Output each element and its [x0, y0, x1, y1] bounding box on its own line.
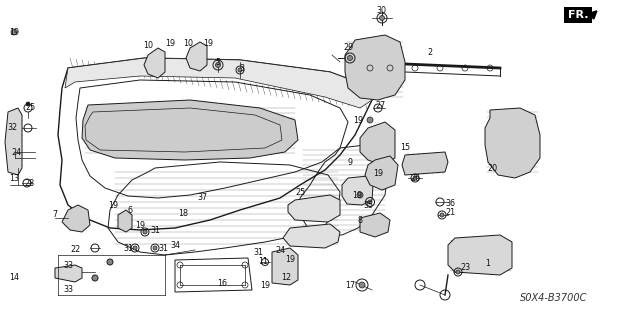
Text: 19: 19: [285, 255, 295, 265]
Text: 16: 16: [217, 278, 227, 287]
Text: 1: 1: [486, 259, 490, 268]
Text: 7: 7: [52, 210, 58, 219]
Text: S0X4-B3700C: S0X4-B3700C: [520, 293, 588, 303]
Polygon shape: [360, 213, 390, 237]
Polygon shape: [65, 58, 372, 108]
Polygon shape: [345, 35, 405, 100]
Circle shape: [92, 275, 98, 281]
Circle shape: [359, 282, 365, 288]
Circle shape: [456, 270, 460, 274]
Text: 10: 10: [183, 38, 193, 47]
Text: 19: 19: [203, 38, 213, 47]
Polygon shape: [144, 48, 165, 78]
Text: 24: 24: [275, 245, 285, 254]
Circle shape: [357, 192, 363, 198]
Circle shape: [107, 259, 113, 265]
Polygon shape: [283, 224, 340, 248]
Text: 31: 31: [150, 226, 160, 235]
Text: 19: 19: [373, 169, 383, 178]
Text: 20: 20: [487, 164, 497, 172]
Text: 36: 36: [445, 198, 455, 207]
Text: 21: 21: [445, 207, 455, 217]
Text: 19: 19: [108, 201, 118, 210]
Text: 29: 29: [343, 43, 353, 52]
Polygon shape: [288, 195, 340, 222]
Circle shape: [238, 68, 242, 72]
Text: 14: 14: [9, 274, 19, 283]
Text: 8: 8: [358, 215, 362, 225]
Text: 11: 11: [258, 258, 268, 267]
Text: 18: 18: [178, 209, 188, 218]
Text: 25: 25: [295, 188, 305, 196]
Text: 22: 22: [70, 244, 80, 253]
Text: 30: 30: [376, 5, 386, 14]
Text: 19: 19: [353, 116, 363, 124]
Circle shape: [11, 29, 17, 35]
Text: 6: 6: [127, 205, 132, 214]
Text: 35: 35: [363, 201, 373, 210]
Text: 28: 28: [24, 179, 34, 188]
Polygon shape: [5, 108, 22, 175]
Circle shape: [26, 102, 30, 106]
Polygon shape: [448, 235, 512, 275]
Polygon shape: [342, 176, 373, 205]
Text: 19: 19: [260, 281, 270, 290]
Polygon shape: [272, 248, 298, 285]
Text: 26: 26: [410, 173, 420, 182]
Text: 33: 33: [63, 260, 73, 269]
Polygon shape: [365, 156, 398, 190]
Text: 15: 15: [400, 142, 410, 151]
Polygon shape: [118, 210, 132, 232]
Circle shape: [133, 246, 137, 250]
Circle shape: [348, 55, 353, 60]
Text: 31: 31: [123, 244, 133, 252]
Text: 31: 31: [158, 244, 168, 252]
Circle shape: [216, 62, 221, 68]
Text: 17: 17: [345, 281, 355, 290]
Text: 31: 31: [253, 247, 263, 257]
Circle shape: [440, 213, 444, 217]
Text: 3: 3: [239, 63, 244, 73]
Circle shape: [143, 230, 147, 234]
Text: FR.: FR.: [568, 10, 588, 20]
Polygon shape: [82, 100, 298, 160]
Text: 34: 34: [170, 241, 180, 250]
Circle shape: [413, 176, 417, 180]
Text: 27: 27: [375, 100, 385, 109]
Text: 24: 24: [11, 148, 21, 156]
Circle shape: [380, 15, 385, 20]
Text: 19: 19: [352, 190, 362, 199]
Text: 10: 10: [143, 41, 153, 50]
Text: 2: 2: [428, 47, 433, 57]
Text: 25: 25: [25, 102, 35, 111]
Text: 12: 12: [281, 274, 291, 283]
Polygon shape: [402, 152, 448, 175]
Text: 32: 32: [7, 123, 17, 132]
Circle shape: [368, 200, 372, 204]
Polygon shape: [485, 108, 540, 178]
Text: 37: 37: [197, 193, 207, 202]
Text: 33: 33: [63, 285, 73, 294]
Circle shape: [153, 246, 157, 250]
Text: 19: 19: [165, 38, 175, 47]
Text: 5: 5: [216, 58, 221, 67]
Polygon shape: [360, 122, 395, 165]
Text: 9: 9: [348, 157, 353, 166]
Text: 13: 13: [9, 173, 19, 182]
Polygon shape: [62, 205, 90, 232]
Polygon shape: [55, 265, 82, 282]
Text: 23: 23: [460, 262, 470, 271]
Circle shape: [367, 117, 373, 123]
Text: 19: 19: [9, 28, 19, 36]
Text: 19: 19: [135, 220, 145, 229]
Polygon shape: [186, 42, 207, 71]
